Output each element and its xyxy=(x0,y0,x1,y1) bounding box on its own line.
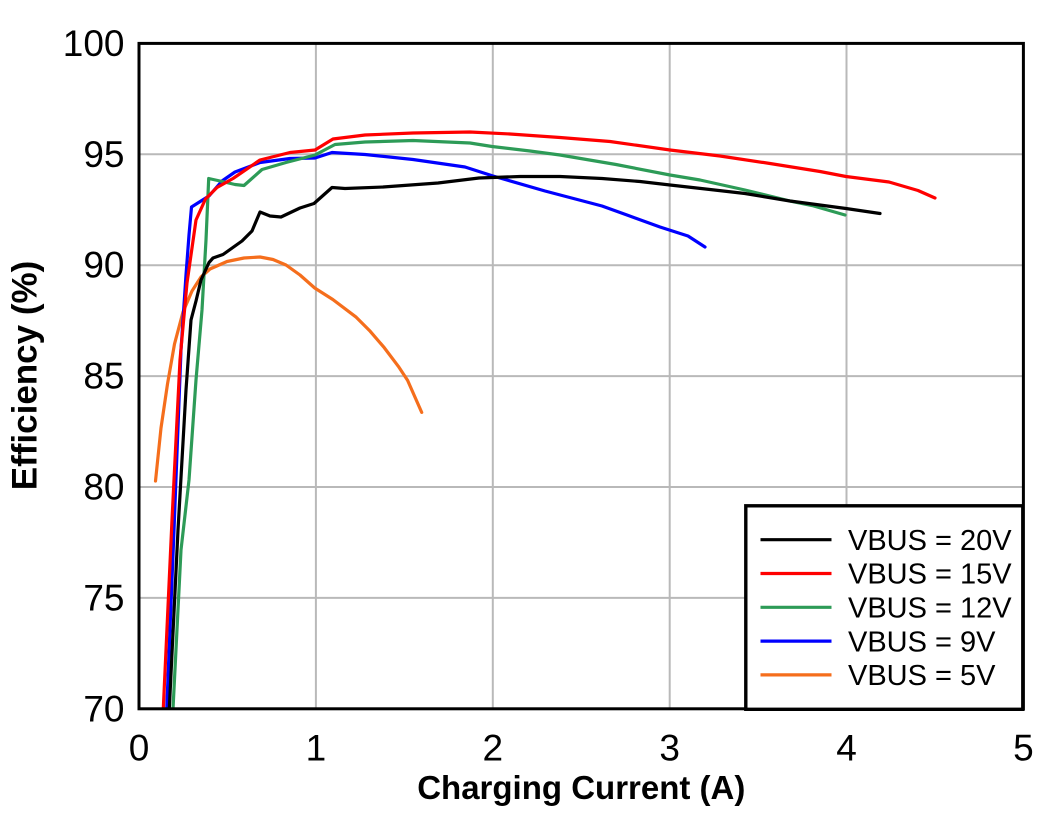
svg-text:90: 90 xyxy=(83,245,124,286)
svg-text:VBUS = 9V: VBUS = 9V xyxy=(848,626,996,658)
svg-text:5: 5 xyxy=(1013,728,1034,769)
svg-text:75: 75 xyxy=(83,577,124,618)
svg-text:4: 4 xyxy=(836,728,857,769)
svg-text:100: 100 xyxy=(63,23,125,64)
svg-text:Charging Current (A): Charging Current (A) xyxy=(417,769,745,806)
svg-text:Efficiency (%): Efficiency (%) xyxy=(6,261,45,491)
svg-text:80: 80 xyxy=(83,467,124,508)
svg-text:VBUS = 20V: VBUS = 20V xyxy=(848,525,1012,557)
svg-text:VBUS = 5V: VBUS = 5V xyxy=(848,660,996,692)
svg-text:1: 1 xyxy=(306,728,327,769)
svg-text:3: 3 xyxy=(659,728,680,769)
svg-text:85: 85 xyxy=(83,356,124,397)
svg-text:70: 70 xyxy=(83,688,124,729)
svg-text:VBUS = 15V: VBUS = 15V xyxy=(848,559,1012,591)
svg-text:VBUS = 12V: VBUS = 12V xyxy=(848,593,1012,625)
svg-text:2: 2 xyxy=(483,728,504,769)
svg-text:0: 0 xyxy=(129,728,150,769)
svg-text:95: 95 xyxy=(83,134,124,175)
